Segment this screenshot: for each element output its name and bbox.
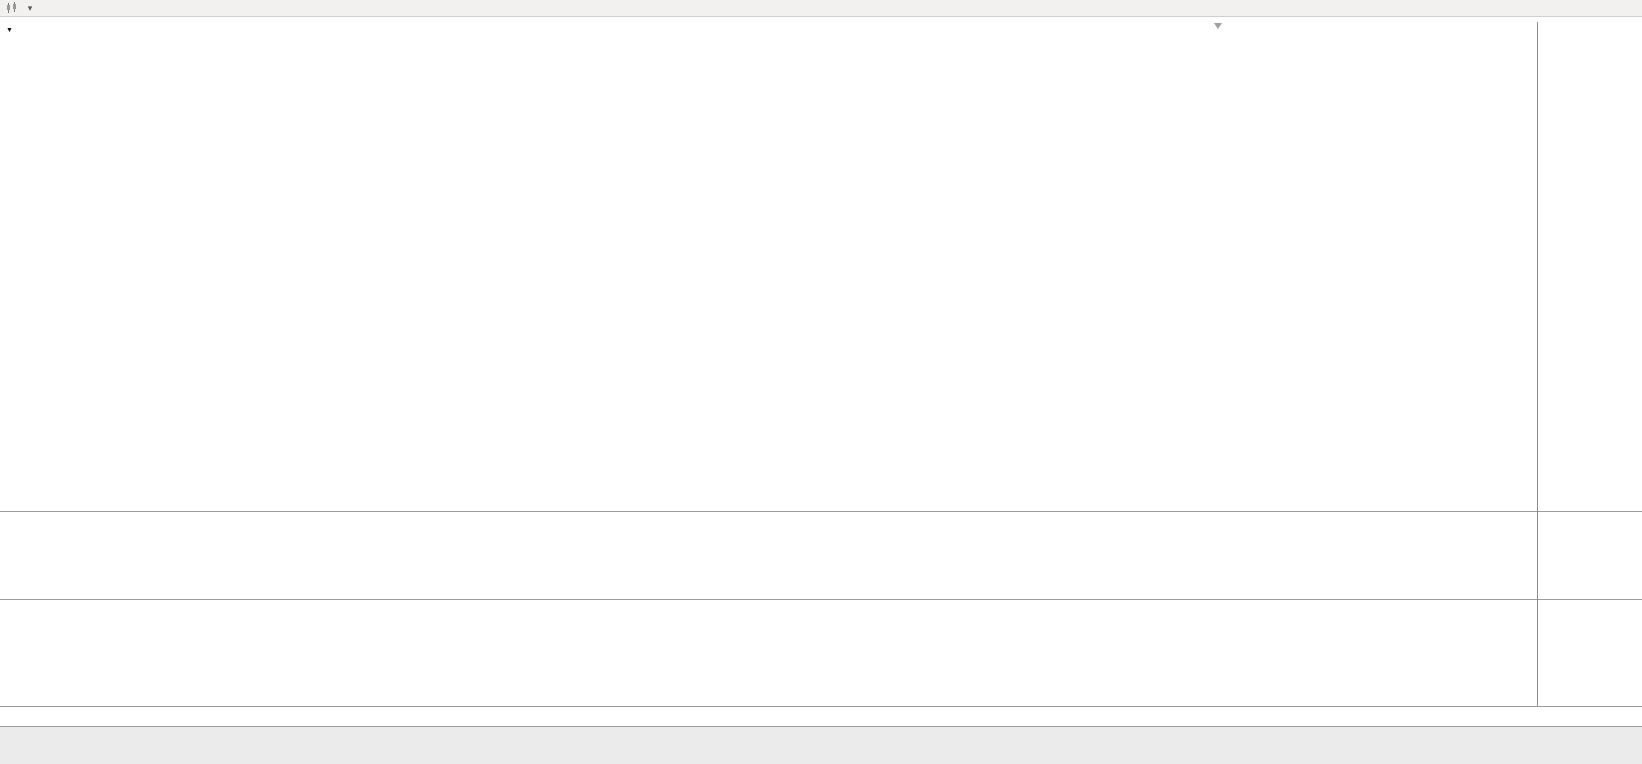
chart-type-icon[interactable] [4, 2, 20, 15]
chart-title: ▼ [6, 25, 22, 36]
caret-down-icon[interactable]: ▾ [27, 2, 33, 13]
chart-type-icon-glyph [6, 2, 16, 13]
macd-pane[interactable] [0, 600, 1537, 706]
rsi-pane[interactable] [0, 512, 1537, 600]
timeframe-toolbar: ▾ [0, 0, 1642, 17]
chart-tab-bar [0, 726, 1642, 764]
pane-separator[interactable] [0, 599, 1642, 600]
chart-shift-marker-icon[interactable] [1214, 23, 1222, 29]
price-chart-pane[interactable] [0, 22, 1537, 512]
rsi-label [5, 514, 8, 525]
pane-separator [0, 706, 1642, 707]
chart-menu-caret-icon[interactable]: ▼ [6, 27, 13, 34]
price-axis-border [1537, 22, 1538, 706]
pane-separator[interactable] [0, 511, 1642, 512]
macd-label [5, 602, 8, 613]
